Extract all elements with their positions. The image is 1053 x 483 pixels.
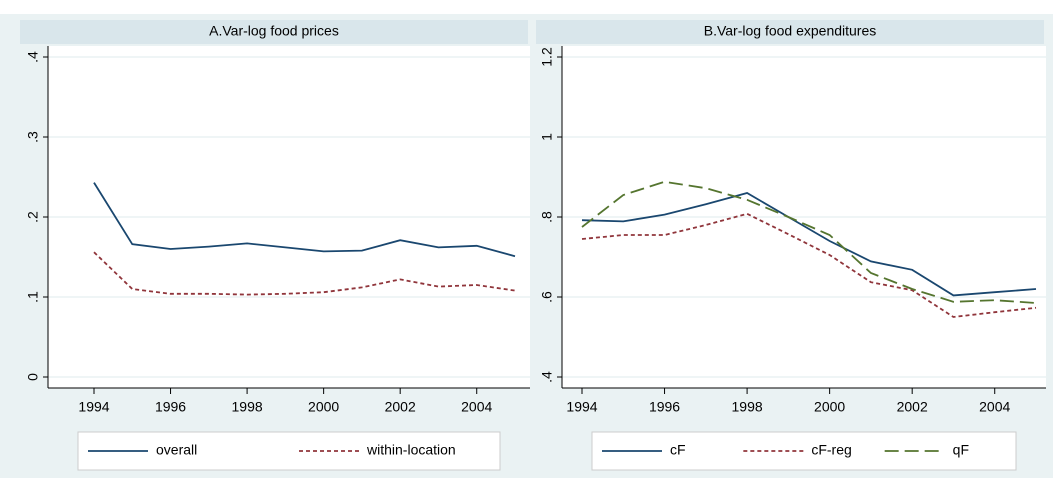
- y-tick-label: .6: [539, 291, 555, 303]
- legend-label: within-location: [366, 442, 456, 458]
- y-tick-label: 1.2: [539, 47, 555, 67]
- data-line: [93, 182, 516, 258]
- legend-label: cF-reg: [811, 442, 851, 458]
- x-tick-label: 1998: [732, 399, 763, 415]
- y-tick-label: 0: [25, 373, 41, 381]
- y-tick-label: .3: [25, 131, 41, 143]
- y-tick-label: 1: [539, 133, 555, 141]
- x-tick-label: 2000: [814, 399, 845, 415]
- panel-title-bar: [20, 20, 528, 44]
- y-tick-label: .2: [25, 211, 41, 223]
- x-tick-label: 2002: [385, 399, 416, 415]
- x-tick-label: 2000: [308, 399, 339, 415]
- x-tick-label: 1996: [155, 399, 186, 415]
- x-tick-label: 1994: [78, 399, 109, 415]
- panel-title-bar: [536, 20, 1044, 44]
- x-tick-label: 2004: [979, 399, 1010, 415]
- y-tick-label: .8: [539, 211, 555, 223]
- legend-label: overall: [156, 442, 197, 458]
- y-tick-label: .1: [25, 291, 41, 303]
- data-line: [581, 180, 1037, 304]
- legend-box: [77, 431, 501, 471]
- x-tick-label: 1998: [232, 399, 263, 415]
- y-tick-label: .4: [25, 51, 41, 63]
- x-tick-label: 1996: [649, 399, 680, 415]
- legend-label: qF: [953, 442, 969, 458]
- x-tick-label: 1994: [566, 399, 597, 415]
- panel-title: A.Var-log food prices: [209, 23, 339, 39]
- data-line: [581, 192, 1037, 297]
- data-line: [93, 251, 516, 296]
- x-tick-label: 2002: [897, 399, 928, 415]
- y-tick-label: .4: [539, 371, 555, 383]
- legend-box: [591, 431, 1017, 471]
- legend-label: cF: [670, 442, 686, 458]
- x-tick-label: 2004: [461, 399, 492, 415]
- panel-title: B.Var-log food expenditures: [704, 23, 877, 39]
- data-line: [581, 212, 1037, 318]
